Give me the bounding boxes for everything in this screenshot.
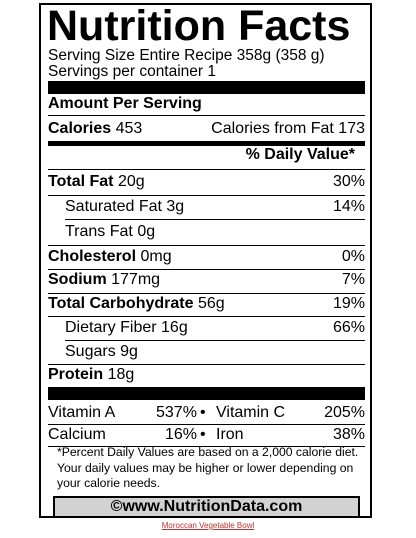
calories-row: Calories 453 Calories from Fat 173 [48, 118, 365, 140]
divider [48, 364, 365, 365]
nutrient-daily-value: 0% [341, 248, 365, 265]
nutrient-amount: 18g [107, 366, 135, 383]
label-title: Nutrition Facts [47, 2, 351, 50]
thick-divider [48, 387, 365, 400]
vitamin-value: 16% [165, 426, 198, 443]
divider [48, 269, 365, 270]
divider [48, 424, 365, 425]
bullet-separator: • [200, 426, 206, 443]
vitamin-value: 537% [156, 404, 197, 421]
nutrient-daily-value: 7% [341, 271, 365, 288]
vitamin-row: Calcium 16% • Iron 38% [48, 424, 365, 446]
nutrient-row-cholesterol: Cholesterol 0mg 0% [48, 246, 365, 268]
nutrient-name: Saturated Fat [65, 198, 162, 215]
vitamin-value: 205% [324, 404, 365, 421]
nutrient-daily-value: 66% [332, 319, 365, 336]
daily-value-header: % Daily Value* [245, 146, 355, 163]
divider [48, 446, 365, 447]
nutrient-amount: 16g [161, 319, 188, 336]
nutrient-daily-value: 19% [332, 295, 365, 312]
amount-per-serving-label: Amount Per Serving [48, 95, 202, 112]
nutrient-name: Sodium [48, 271, 107, 288]
divider [65, 219, 365, 220]
nutrient-row-sugars: Sugars 9g [48, 341, 365, 363]
nutrition-facts-panel: Nutrition Facts Serving Size Entire Reci… [39, 2, 372, 518]
nutrient-row-trans-fat: Trans Fat 0g [48, 221, 365, 243]
bullet-separator: • [200, 404, 206, 421]
divider [48, 316, 365, 317]
nutrient-amount: 3g [166, 198, 185, 215]
nutrient-row-protein: Protein 18g [48, 364, 365, 386]
nutrient-row-saturated-fat: Saturated Fat 3g 14% [48, 196, 365, 218]
medium-divider [48, 141, 365, 146]
nutrient-name: Cholesterol [48, 248, 137, 265]
vitamin-row: Vitamin A 537% • Vitamin C 205% [48, 402, 365, 424]
servings-per-container: Servings per container 1 [48, 63, 217, 80]
nutrient-amount: 0g [137, 223, 156, 240]
thick-divider [48, 81, 365, 94]
nutrient-amount: 9g [120, 343, 138, 360]
nutrient-name: Protein [48, 366, 104, 383]
nutrient-name: Trans Fat [65, 223, 133, 240]
footnote: *Percent Daily Values are based on a 2,0… [57, 445, 359, 490]
divider [48, 245, 365, 246]
divider [65, 340, 365, 341]
website-link[interactable]: ©www.NutritionData.com [53, 496, 360, 518]
divider [48, 293, 365, 294]
nutrient-name: Dietary Fiber [65, 319, 157, 336]
nutrient-amount: 20g [117, 173, 145, 190]
divider [48, 195, 365, 196]
vitamin-name: Vitamin C [216, 404, 286, 421]
nutrient-daily-value: 30% [332, 173, 365, 190]
nutrient-daily-value: 14% [332, 198, 365, 215]
nutrient-name: Total Carbohydrate [48, 295, 194, 312]
calories-label: Calories [48, 120, 112, 137]
nutrient-amount: 56g [197, 295, 225, 312]
vitamin-name: Calcium [48, 426, 106, 443]
vitamin-value: 38% [332, 426, 365, 443]
nutrient-row-sodium: Sodium 177mg 7% [48, 269, 365, 291]
nutrient-name: Total Fat [48, 173, 114, 190]
nutrient-amount: 0mg [140, 248, 172, 265]
vitamin-name: Iron [216, 426, 244, 443]
nutrient-name: Sugars [65, 343, 116, 360]
calories-from-fat: Calories from Fat 173 [211, 120, 365, 137]
divider [48, 169, 365, 170]
amount-per-serving: Amount Per Serving [48, 93, 365, 115]
nutrient-amount: 177mg [111, 271, 161, 288]
vitamin-name: Vitamin A [48, 404, 116, 421]
serving-size: Serving Size Entire Recipe 358g (358 g) [48, 47, 325, 64]
divider [48, 115, 365, 116]
recipe-link[interactable]: Moroccan Vegetable Bowl [161, 521, 255, 530]
nutrient-row-total-fat: Total Fat 20g 30% [48, 171, 365, 193]
nutrient-row-total-carbohydrate: Total Carbohydrate 56g 19% [48, 293, 365, 315]
nutrient-row-dietary-fiber: Dietary Fiber 16g 66% [48, 317, 365, 339]
calories-value: 453 [115, 120, 143, 137]
